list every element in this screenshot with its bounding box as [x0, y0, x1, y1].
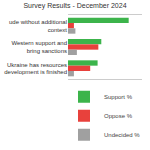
- svg-text:Support %: Support %: [104, 94, 133, 100]
- svg-text:Ukraine has resourcesdevelopme: Ukraine has resourcesdevelopment is fini…: [4, 62, 67, 76]
- svg-text:Oppose %: Oppose %: [104, 113, 133, 119]
- svg-text:ude without additionalcontext: ude without additionalcontext: [9, 19, 67, 33]
- svg-text:Survey Results - December 2024: Survey Results - December 2024: [23, 2, 126, 10]
- svg-text:Western support andbring sanct: Western support andbring sanctions: [11, 40, 67, 54]
- svg-text:Undecided %: Undecided %: [104, 132, 140, 138]
